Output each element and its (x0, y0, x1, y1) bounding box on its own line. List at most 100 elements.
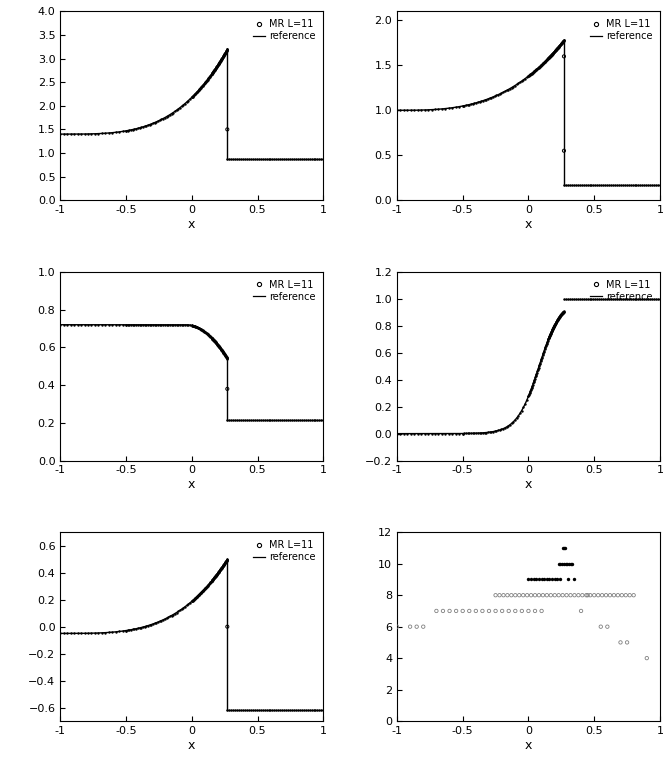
Point (220, 46, 231, 58)
Point (196, 586, 207, 598)
Point (541, 340, 551, 352)
Point (147, 118, 158, 130)
Point (295, 414, 306, 426)
Point (281, 704, 291, 716)
Point (545, 50, 556, 62)
Point (214, 57, 224, 69)
Point (536, 573, 547, 585)
Point (295, 153, 306, 166)
Point (165, 319, 176, 331)
Point (204, 71, 214, 83)
Point (535, 60, 545, 72)
Point (72, 128, 83, 140)
Point (144, 619, 155, 631)
Point (154, 319, 165, 331)
Point (123, 624, 133, 636)
Point (222, 414, 232, 426)
Point (218, 346, 228, 359)
Point (522, 589, 533, 601)
Point (411, 620, 422, 633)
Point (244, 704, 255, 716)
Point (589, 589, 600, 601)
Point (468, 427, 478, 439)
Point (580, 179, 591, 191)
Point (306, 414, 317, 426)
Point (510, 605, 521, 617)
Point (214, 564, 225, 576)
Point (543, 52, 554, 64)
Point (546, 49, 557, 61)
Point (531, 573, 542, 585)
Point (515, 407, 525, 420)
Point (200, 582, 210, 594)
Point (523, 389, 534, 401)
Point (209, 335, 220, 347)
Point (144, 118, 155, 130)
Point (190, 320, 201, 333)
Point (533, 62, 544, 74)
Point (190, 88, 200, 100)
Point (548, 320, 559, 333)
Point (555, 309, 565, 321)
Point (218, 346, 228, 359)
Point (224, 704, 234, 716)
Point (210, 63, 220, 76)
Point (555, 39, 565, 51)
Point (541, 54, 552, 66)
Point (149, 617, 160, 629)
Point (259, 153, 270, 166)
Point (198, 79, 209, 91)
Point (191, 86, 202, 98)
Point (202, 328, 213, 340)
Point (192, 321, 203, 333)
Point (217, 560, 228, 572)
Point (198, 325, 209, 337)
Point (275, 153, 285, 166)
Point (555, 39, 565, 51)
Point (551, 314, 562, 327)
Point (226, 153, 237, 166)
Point (426, 427, 437, 439)
Point (188, 89, 199, 101)
Point (199, 78, 210, 90)
Point (193, 84, 204, 96)
Point (79, 319, 90, 331)
Point (552, 42, 563, 54)
Point (269, 153, 280, 166)
Point (543, 334, 553, 346)
Point (555, 310, 565, 322)
X-axis label: x: x (525, 739, 532, 752)
Point (234, 704, 245, 716)
Point (238, 704, 249, 716)
Point (187, 91, 198, 103)
Point (458, 427, 468, 439)
Point (207, 333, 218, 345)
Point (212, 338, 222, 350)
Point (298, 414, 309, 426)
Point (213, 58, 224, 70)
Point (503, 605, 514, 617)
Point (310, 414, 321, 426)
Point (544, 50, 555, 63)
Point (131, 623, 141, 635)
Point (238, 414, 249, 426)
Point (208, 573, 218, 585)
Point (222, 554, 232, 566)
Point (503, 420, 514, 432)
Point (510, 79, 521, 92)
Point (218, 560, 228, 572)
Point (558, 306, 569, 318)
Point (547, 48, 557, 60)
Point (107, 626, 117, 639)
Point (215, 54, 226, 66)
Point (543, 332, 554, 344)
Point (205, 69, 216, 82)
Point (219, 348, 230, 360)
Point (541, 53, 552, 66)
Point (220, 349, 230, 362)
Point (304, 153, 315, 166)
Point (208, 65, 219, 77)
Point (219, 48, 230, 60)
Point (166, 108, 177, 120)
Point (521, 71, 532, 83)
